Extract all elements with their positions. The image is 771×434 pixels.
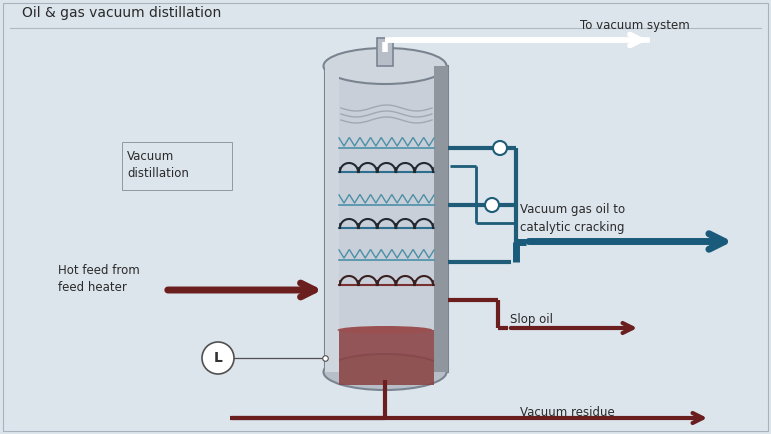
Bar: [339, 330, 434, 385]
Circle shape: [202, 342, 234, 374]
Ellipse shape: [324, 48, 446, 84]
Bar: [339, 66, 434, 372]
Circle shape: [485, 198, 499, 212]
Text: Oil & gas vacuum distillation: Oil & gas vacuum distillation: [22, 6, 221, 20]
Ellipse shape: [324, 354, 446, 390]
Ellipse shape: [338, 326, 433, 334]
Bar: [377, 38, 393, 66]
Text: Slop oil: Slop oil: [510, 313, 553, 326]
Text: Vacuum residue: Vacuum residue: [520, 406, 614, 419]
Bar: [325, 66, 339, 372]
Text: L: L: [214, 351, 223, 365]
Bar: [325, 66, 448, 372]
Text: Vacuum
distillation: Vacuum distillation: [127, 150, 189, 180]
Text: Vacuum gas oil to
catalytic cracking: Vacuum gas oil to catalytic cracking: [520, 204, 625, 233]
Circle shape: [493, 141, 507, 155]
Text: To vacuum system: To vacuum system: [580, 19, 690, 32]
Text: Hot feed from
feed heater: Hot feed from feed heater: [58, 264, 140, 294]
Bar: [122, 142, 232, 190]
Bar: [434, 66, 448, 372]
